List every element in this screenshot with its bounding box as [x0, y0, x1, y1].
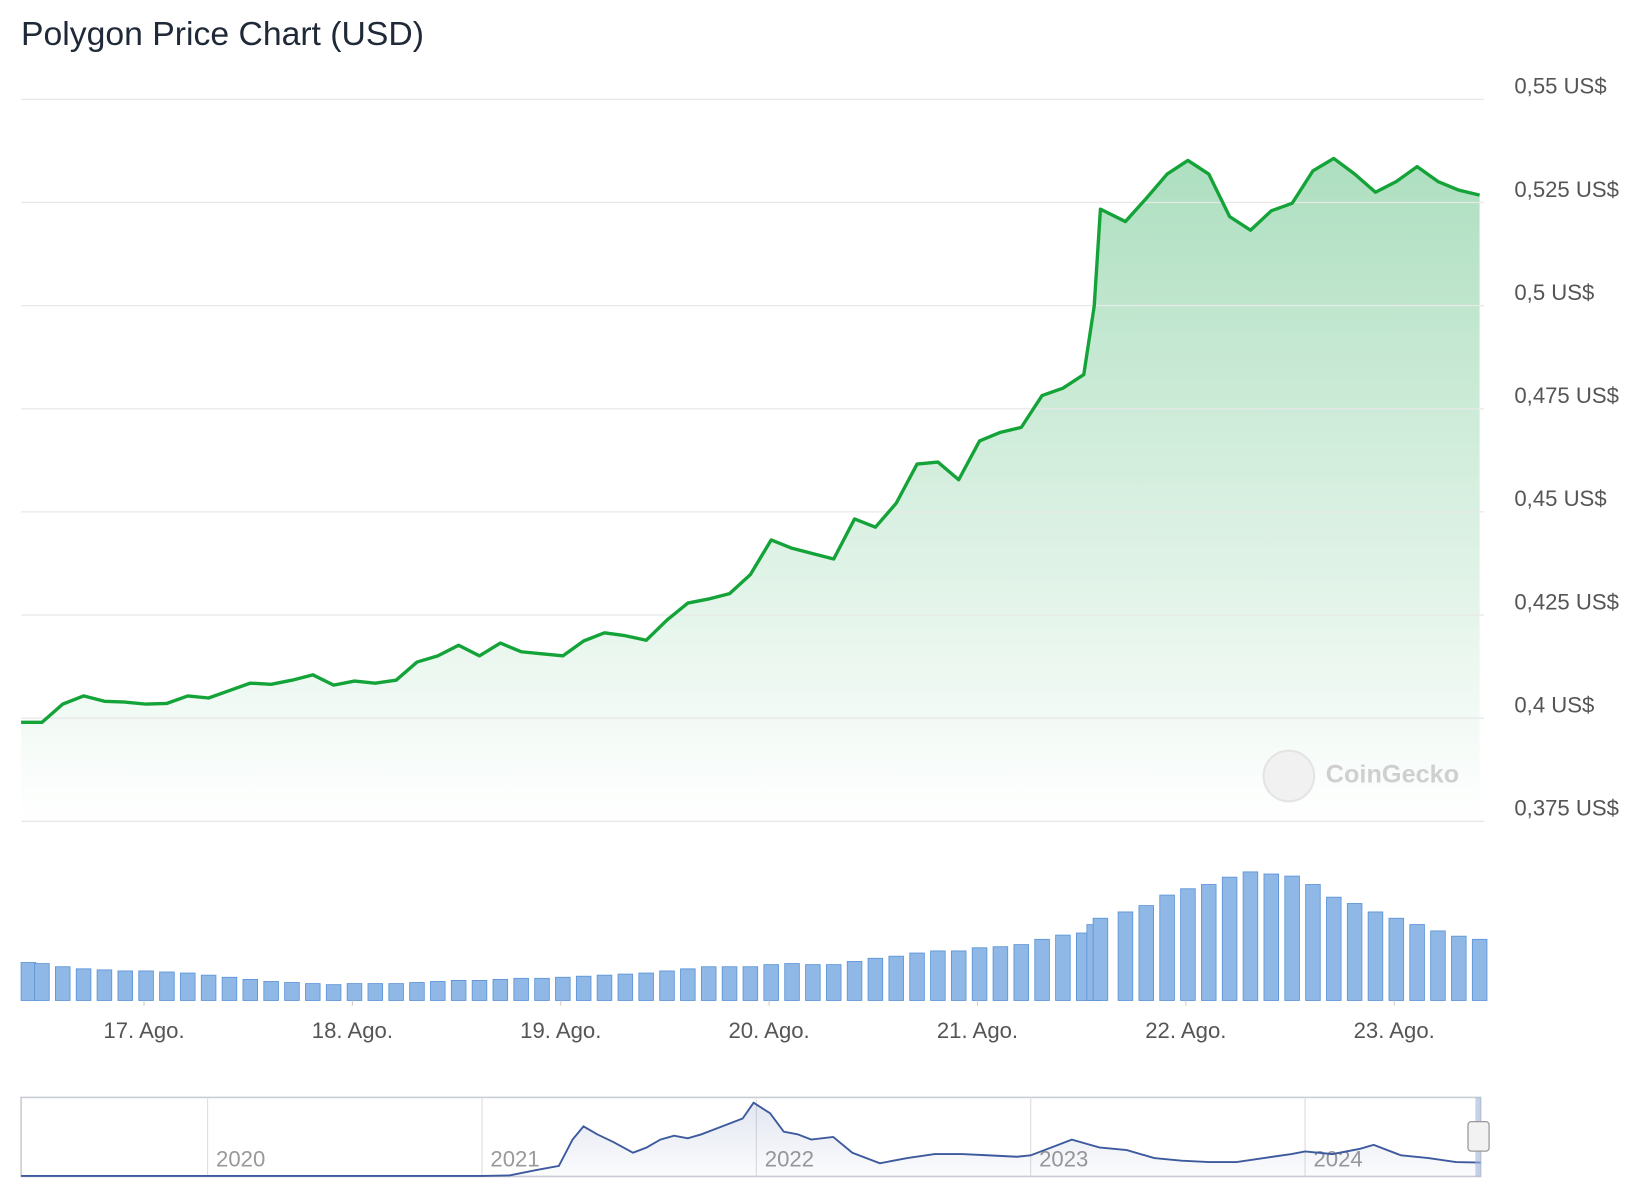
volume-bar — [117, 970, 133, 1001]
volume-bar — [680, 968, 696, 1001]
volume-bar — [1201, 884, 1217, 1001]
volume-bar — [180, 972, 196, 1001]
volume-bar — [1159, 894, 1175, 1001]
x-tick-label: 21. Ago. — [937, 1018, 1018, 1043]
navigator-tick-label: 2021 — [490, 1146, 539, 1171]
volume-bar — [700, 966, 717, 1001]
volume-bar — [846, 961, 863, 1001]
volume-bar — [784, 963, 800, 1001]
navigator-line — [21, 1101, 1481, 1177]
volume-bar — [1284, 875, 1300, 1001]
volume-bar — [1263, 873, 1280, 1001]
volume-bar — [284, 982, 300, 1001]
volume-bar — [867, 957, 884, 1001]
volume-bar — [1409, 924, 1425, 1001]
volume-bar — [325, 984, 342, 1001]
volume-bar — [596, 974, 613, 1001]
volume-bar — [1013, 944, 1029, 1001]
y-tick-label: 0,5 US$ — [1514, 280, 1594, 305]
navigator-tick-label: 2020 — [216, 1146, 265, 1171]
volume-bar — [492, 978, 509, 1001]
volume-bar — [1367, 911, 1384, 1001]
volume-bar — [1221, 876, 1238, 1001]
volume-bar — [1451, 935, 1467, 1001]
volume-bar — [96, 969, 113, 1001]
x-tick-label: 22. Ago. — [1145, 1018, 1226, 1043]
price-line — [21, 156, 1480, 725]
volume-bar — [55, 966, 71, 1001]
x-tick-label: 19. Ago. — [520, 1018, 601, 1043]
volume-bar — [1092, 917, 1109, 1001]
volume-bar — [992, 946, 1009, 1001]
y-tick-label: 0,475 US$ — [1514, 383, 1619, 408]
volume-bar — [763, 964, 779, 1001]
volume-bar — [1326, 896, 1342, 1001]
volume-bar — [1242, 871, 1259, 1001]
volume-bar — [471, 980, 488, 1001]
volume-bar — [513, 977, 529, 1001]
x-tick-label: 17. Ago. — [103, 1018, 184, 1043]
x-tick-label: 20. Ago. — [729, 1018, 810, 1043]
volume-bar — [200, 974, 217, 1001]
volume-bar — [825, 964, 842, 1001]
watermark-logo — [1262, 749, 1316, 803]
y-tick-label: 0,4 US$ — [1514, 692, 1594, 717]
volume-bar — [305, 983, 321, 1001]
y-tick-label: 0,55 US$ — [1514, 74, 1606, 99]
y-tick-label: 0,45 US$ — [1514, 486, 1606, 511]
price-area — [21, 158, 1480, 822]
volume-bar — [346, 983, 363, 1001]
volume-bar — [1346, 903, 1363, 1001]
volume-bar — [1055, 934, 1071, 1001]
volume-bar — [1138, 905, 1154, 1001]
navigator-area — [21, 1102, 1481, 1177]
volume-bar — [242, 978, 259, 1001]
watermark: CoinGecko — [1262, 749, 1459, 803]
y-tick-label: 0,525 US$ — [1514, 177, 1619, 202]
volume-bar — [575, 975, 592, 1001]
volume-bar — [430, 981, 446, 1001]
volume-bar — [367, 983, 384, 1001]
volume-bar — [617, 973, 634, 1001]
volume-bar — [930, 950, 946, 1001]
x-tick-label: 23. Ago. — [1354, 1018, 1435, 1043]
volume-bar — [1034, 938, 1050, 1001]
volume-bar — [1305, 884, 1321, 1001]
volume-bar — [138, 970, 154, 1001]
volume-bar — [1430, 930, 1446, 1001]
volume-bar — [1117, 911, 1134, 1001]
volume-bar — [950, 950, 967, 1001]
navigator-handle[interactable] — [1467, 1121, 1490, 1152]
volume-bar — [1180, 888, 1196, 1001]
volume-bar — [742, 966, 759, 1001]
volume-bar — [805, 964, 821, 1001]
volume-bar — [159, 971, 175, 1001]
volume-bar — [20, 962, 37, 1001]
volume-bar — [909, 952, 925, 1001]
y-tick-label: 0,375 US$ — [1514, 796, 1619, 821]
volume-bar — [1471, 938, 1488, 1001]
volume-bar — [534, 977, 550, 1001]
volume-bar — [409, 982, 425, 1001]
volume-bar — [555, 976, 571, 1001]
volume-bar — [263, 981, 279, 1001]
volume-bar — [721, 966, 738, 1001]
volume-bar — [888, 955, 904, 1001]
volume-bar — [659, 970, 675, 1001]
volume-bar — [971, 947, 988, 1001]
volume-bar — [75, 968, 92, 1001]
volume-bar — [34, 963, 50, 1001]
volume-bar — [388, 983, 404, 1001]
volume-bar — [638, 972, 654, 1001]
watermark-text: CoinGecko — [1326, 761, 1459, 789]
volume-bar — [1388, 917, 1405, 1001]
x-tick-label: 18. Ago. — [312, 1018, 393, 1043]
chart-title: Polygon Price Chart (USD) — [21, 15, 424, 53]
volume-bar — [221, 976, 238, 1001]
y-tick-label: 0,425 US$ — [1514, 589, 1619, 614]
volume-bar — [450, 980, 467, 1001]
